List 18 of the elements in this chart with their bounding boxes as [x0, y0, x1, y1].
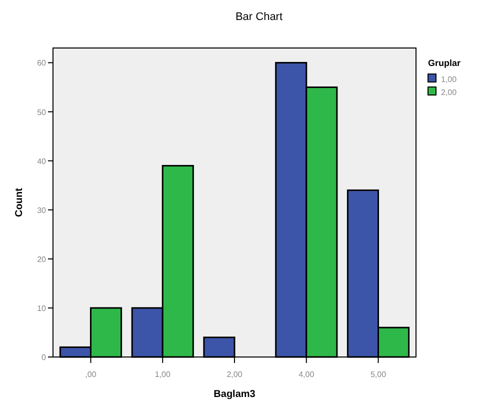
legend-title: Gruplar	[428, 58, 462, 68]
legend-label: 2,00	[441, 88, 458, 97]
y-tick-label: 10	[37, 304, 47, 313]
chart-title: Bar Chart	[235, 11, 283, 23]
legend-label: 1,00	[441, 75, 458, 84]
y-tick-label: 20	[37, 254, 47, 264]
y-tick-label: 50	[37, 108, 47, 117]
x-tick-label: ,00	[85, 370, 97, 379]
x-tick-label: 4,00	[298, 370, 315, 379]
y-axis-title: Count	[14, 187, 25, 217]
y-tick-label: 60	[37, 58, 47, 68]
x-tick-label: 5,00	[370, 370, 387, 379]
y-tick-label: 40	[37, 156, 47, 166]
x-tick-label: 2,00	[226, 370, 243, 379]
x-tick-label: 1,00	[154, 370, 171, 379]
y-tick-label: 0	[42, 353, 47, 362]
x-axis-title: Baglam3	[214, 389, 256, 400]
y-tick-label: 30	[37, 206, 47, 215]
